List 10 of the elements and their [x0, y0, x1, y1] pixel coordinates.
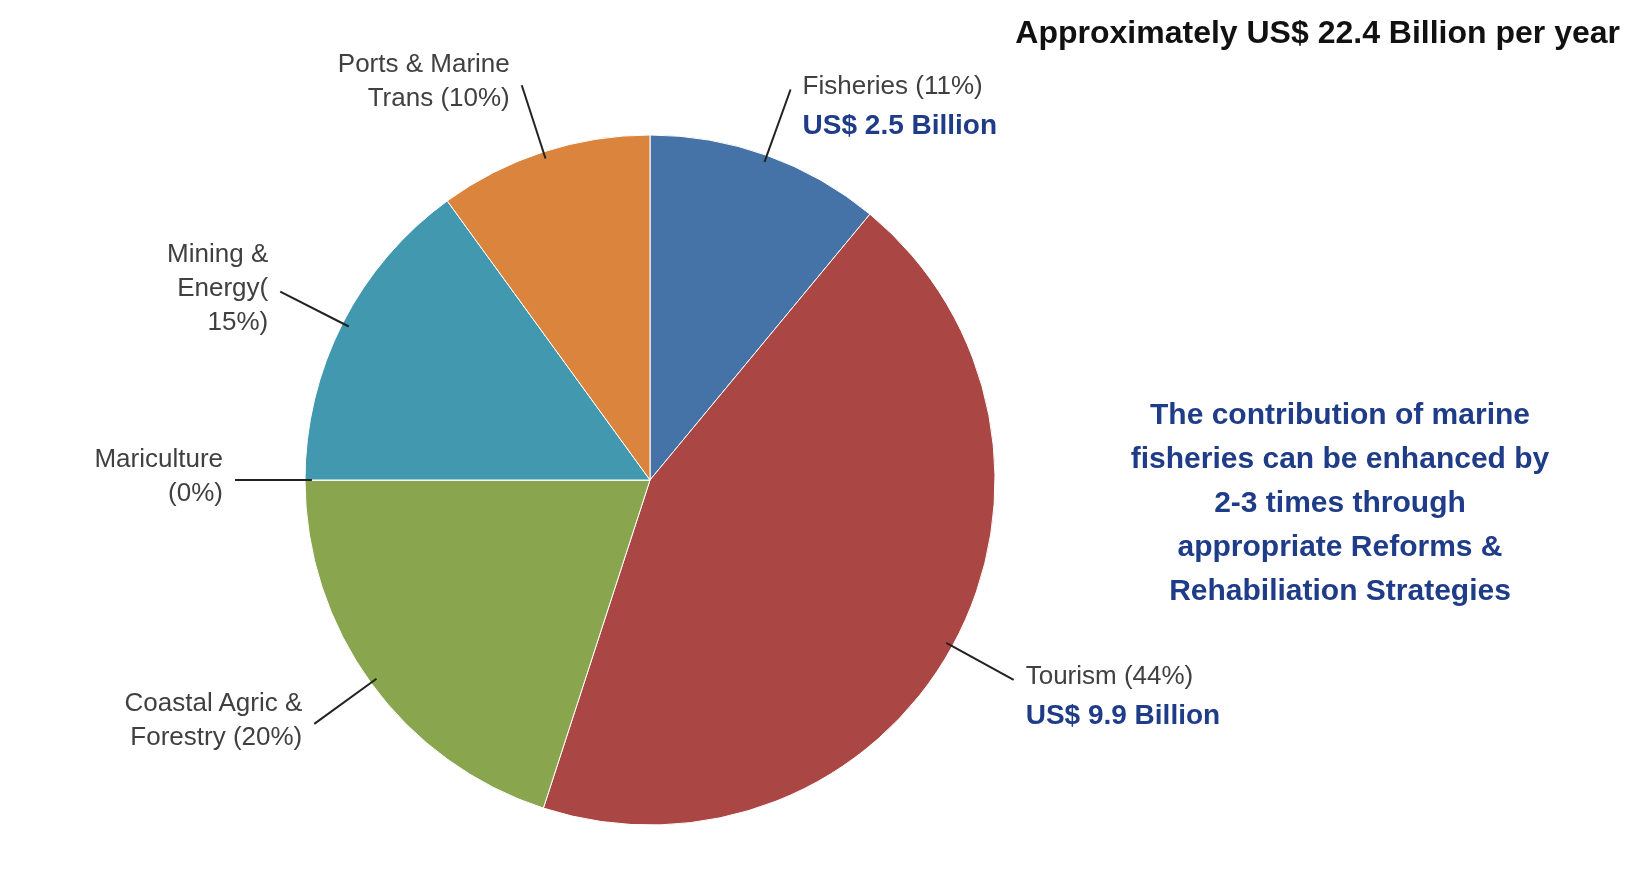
slice-label: Tourism (44%)	[1025, 659, 1194, 690]
slice-label: Fisheries (11%)	[802, 69, 983, 100]
slice-label: Mining & Energy( 15%)	[167, 237, 269, 336]
text: The contribution of marine fisheries can be enhanced by 2-3 times through appropriate Reforms & Rehabiliation Strategies	[1130, 397, 1550, 606]
text: US$ 9.9 Billion	[1025, 698, 1221, 730]
slice-label: Ports & Marine Trans (10%)	[337, 48, 510, 113]
legend-label: Mariculture (0%)	[94, 443, 223, 507]
slice-label: Coastal Agric & Forestry (20%)	[124, 686, 303, 751]
text: US$ 2.5 Billion	[802, 108, 998, 140]
text: Approximately US$ 22.4 Billion per year	[1015, 14, 1620, 50]
